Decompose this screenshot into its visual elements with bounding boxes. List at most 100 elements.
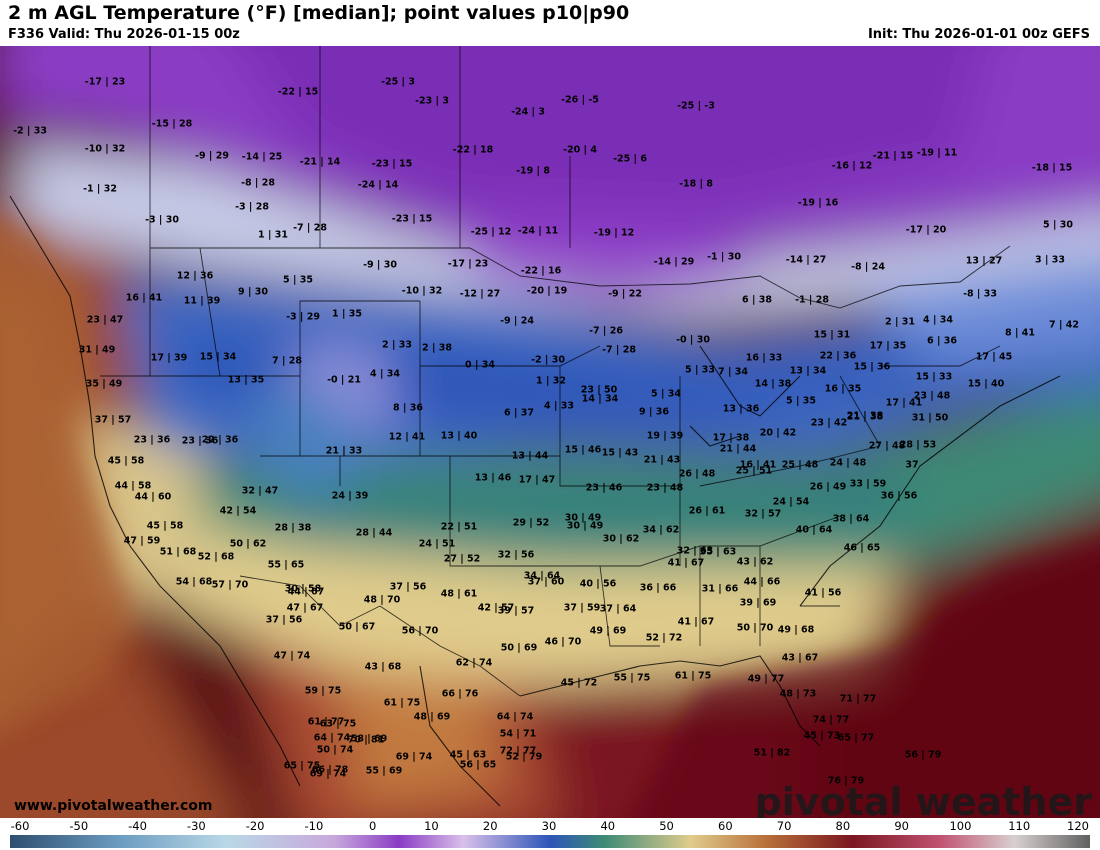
point-value-label: -23 | 15 [371,158,413,170]
point-value-label: -2 | 30 [531,354,565,366]
point-value-label: -3 | 29 [286,311,320,323]
point-value-label: 58 | 69 [350,733,388,745]
point-value-label: 50 | 74 [316,744,354,756]
point-value-label: -7 | 28 [293,222,327,234]
point-value-label: -15 | 28 [151,118,193,130]
point-value-label: 37 | 59 [563,602,601,614]
point-value-label: 1 | 35 [332,308,362,320]
point-value-label: -12 | 27 [459,288,501,300]
point-value-label: -20 | 19 [526,285,568,297]
point-value-label: 43 | 62 [736,556,774,568]
point-value-label: 12 | 36 [176,270,214,282]
boundary-lines [100,46,1011,697]
point-value-label: 37 | 56 [389,581,427,593]
point-value-label: -8 | 24 [851,261,885,273]
point-value-label: 47 | 59 [123,535,161,547]
point-value-label: 15 | 43 [601,447,639,459]
point-value-label: 21 | 44 [719,443,757,455]
point-value-label: 9 | 36 [639,406,669,418]
point-value-label: -25 | 6 [613,153,647,165]
point-value-label: 55 | 69 [365,765,403,777]
point-value-label: 14 | 34 [581,393,619,405]
point-value-label: 3 | 33 [1035,254,1065,266]
point-value-label: 0 | 34 [465,359,495,371]
point-value-label: 17 | 41 [885,397,923,409]
point-value-label: 31 | 66 [701,583,739,595]
point-value-label: 26 | 49 [809,481,847,493]
colorbar-tick-label: 40 [600,819,616,833]
point-value-label: -9 | 30 [363,259,397,271]
point-value-label: 45 | 63 [449,749,487,761]
point-value-label: -0 | 30 [676,334,710,346]
point-value-label: -22 | 18 [452,144,494,156]
point-value-label: 16 | 35 [824,383,862,395]
colorbar-ticks: -60 -50 -40 -30 -20 -10 0 10 20 30 40 50 60 70 80 90 100… [0,818,1100,834]
point-value-label: 52 | 68 [197,551,235,563]
point-value-label: 32 | 57 [744,508,782,520]
point-value-label: 23 | 50 [580,384,618,396]
colorbar-tick-label: 90 [894,819,909,833]
temperature-map[interactable]: -17 | 23 -25 | 3 -22 | 15 -23 | 3 -26 | -5 -2… [0,46,1100,818]
point-value-label: -9 | 22 [608,288,642,300]
point-value-label: 70 | 81 [347,734,385,746]
point-value-label: 76 | 79 [827,775,865,787]
point-value-label: 32 | 47 [241,485,279,497]
point-value-label: 8 | 41 [1005,327,1035,339]
point-value-label: 51 | 82 [753,747,791,759]
point-value-label: 57 | 70 [211,579,249,591]
point-value-label: 37 | 64 [599,603,637,615]
point-value-label: 65 | 75 [283,760,321,772]
point-value-label: 61 | 77 [307,716,345,728]
point-value-label: 1 | 32 [536,375,566,387]
point-value-label: 2 | 31 [885,316,915,328]
colorbar-tick-label: -20 [245,819,265,833]
colorbar-tick-label: 10 [424,819,439,833]
pivotal-weather-logo: pivotal weather [754,780,1092,818]
colorbar-tick-label: -60 [10,819,30,833]
point-value-label: 23 | 47 [86,314,124,326]
colorbar-tick-label: 60 [718,819,733,833]
point-value-label: 9 | 30 [238,286,268,298]
point-value-label: -20 | 4 [563,144,597,156]
point-value-label: -16 | 12 [831,160,873,172]
point-value-label: 66 | 78 [311,764,349,776]
point-value-label: -19 | 11 [916,147,958,159]
point-value-label: 55 | 75 [613,672,651,684]
point-value-label: 50 | 70 [736,622,774,634]
point-value-label: 34 | 62 [642,524,680,536]
point-value-label: 62 | 74 [455,657,493,669]
point-value-label: 66 | 76 [441,688,479,700]
point-value-label: 32 | 56 [497,549,535,561]
point-value-label: 40 | 56 [579,578,617,590]
point-value-label: 48 | 73 [779,688,817,700]
point-value-label: 19 | 39 [646,430,684,442]
point-value-label: 4 | 34 [370,368,400,380]
point-value-label: -14 | 27 [785,254,827,266]
point-value-label: 41 | 67 [667,557,705,569]
point-value-label: 16 | 41 [739,459,777,471]
point-value-label: 24 | 39 [331,490,369,502]
point-value-label: 7 | 34 [718,366,748,378]
point-value-label: 45 | 58 [107,455,145,467]
point-value-label: 45 | 73 [803,730,841,742]
point-value-label: 2 | 38 [422,342,452,354]
point-value-label: 30 | 49 [564,512,602,524]
point-value-label: -18 | 15 [1031,162,1073,174]
point-value-label: -3 | 28 [235,201,269,213]
point-value-label: 45 | 58 [146,520,184,532]
point-value-label: 52 | 79 [505,751,543,763]
point-value-label: 37 | 56 [265,614,303,626]
point-value-label: -24 | 14 [357,179,399,191]
point-value-label: 15 | 36 [853,361,891,373]
website-label[interactable]: www.pivotalweather.com [14,798,213,814]
colorbar-tick-label: 20 [482,819,498,833]
point-value-label: -8 | 33 [963,288,997,300]
point-value-label: -24 | 11 [517,225,559,237]
point-value-label: 29 | 52 [512,517,550,529]
point-value-label: 24 | 51 [418,538,456,550]
point-value-label: 49 | 69 [589,625,627,637]
point-value-label: 22 | 36 [819,350,857,362]
point-value-label: 28 | 44 [355,527,393,539]
point-value-label: 26 | 61 [688,505,726,517]
colorbar-tick-label: 80 [835,819,851,833]
